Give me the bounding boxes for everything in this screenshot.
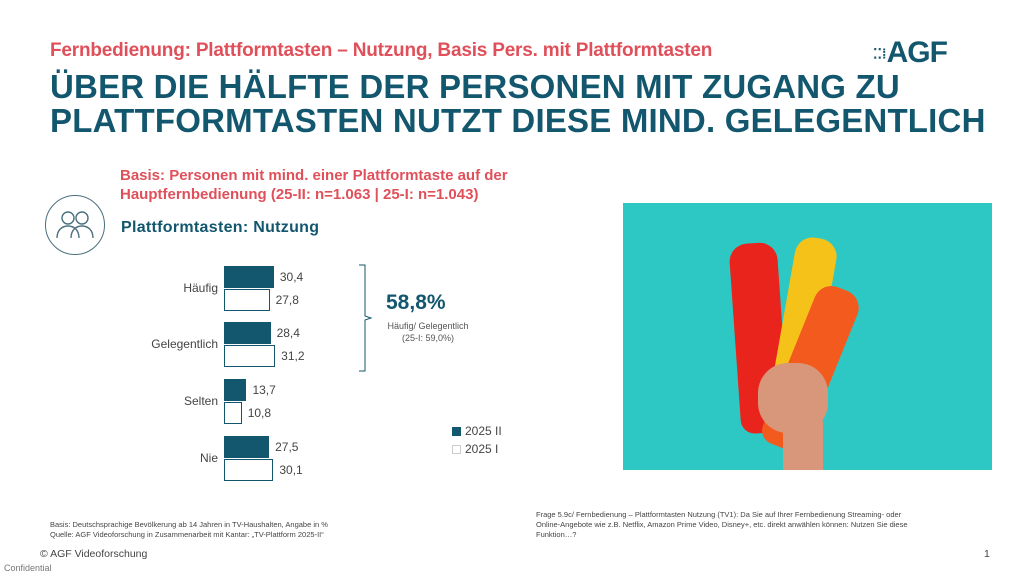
- chart-title: Plattformtasten: Nutzung: [121, 219, 320, 236]
- data-label: 30,4: [279, 270, 304, 284]
- agf-logo: ⁚⁚⁞AGF: [873, 36, 948, 69]
- bar-2025-ii: [224, 436, 270, 458]
- confidential-label: Confidential: [4, 563, 52, 573]
- data-label: 13,7: [252, 383, 276, 397]
- copyright: © AGF Videoforschung: [40, 548, 148, 560]
- bar-2025-ii: [224, 266, 274, 288]
- page-number: 1: [984, 548, 990, 560]
- legend-item-2025-ii: 2025 II: [452, 424, 502, 438]
- category-label: Gelegentlich: [151, 337, 218, 351]
- bar-2025-i: [224, 289, 270, 311]
- data-label: 27,8: [275, 293, 299, 307]
- data-label: 28,4: [276, 326, 300, 340]
- bar-2025-i: [224, 402, 242, 424]
- slide-subtitle: Fernbedienung: Plattformtasten – Nutzung…: [50, 40, 713, 61]
- category-label: Häufig: [183, 281, 218, 295]
- bar-2025-i: [224, 459, 274, 481]
- legend-swatch: [452, 445, 461, 454]
- data-label: 31,2: [281, 349, 305, 363]
- data-label: 27,5: [275, 440, 299, 454]
- annotation-value: 58,8%: [386, 291, 446, 314]
- slide-title: ÜBER DIE HÄLFTE DER PERSONEN MIT ZUGANG …: [50, 68, 986, 139]
- category-label: Nie: [199, 451, 218, 465]
- data-label: 10,8: [247, 406, 272, 420]
- bar-2025-ii: [224, 322, 271, 344]
- data-label: 30,1: [279, 463, 303, 477]
- category-label: Selten: [183, 394, 218, 408]
- bar-2025-ii: [224, 379, 247, 401]
- annotation-label: Häufig/ Gelegentlich (25-I: 59,0%): [387, 321, 469, 343]
- footer-basis: Basis: Deutschsprachige Bevölkerung ab 1…: [50, 520, 328, 539]
- people-icon: [45, 195, 105, 255]
- remote-controls-photo: [623, 203, 992, 470]
- legend-swatch: [452, 427, 461, 436]
- bracket: [359, 264, 373, 372]
- bar-2025-i: [224, 345, 276, 367]
- legend-item-2025-i: 2025 I: [452, 442, 498, 456]
- footer-question: Frage 5.9c/ Fernbedienung – Plattformtas…: [536, 510, 908, 539]
- basis-note: Basis: Personen mit mind. einer Plattfor…: [120, 167, 508, 203]
